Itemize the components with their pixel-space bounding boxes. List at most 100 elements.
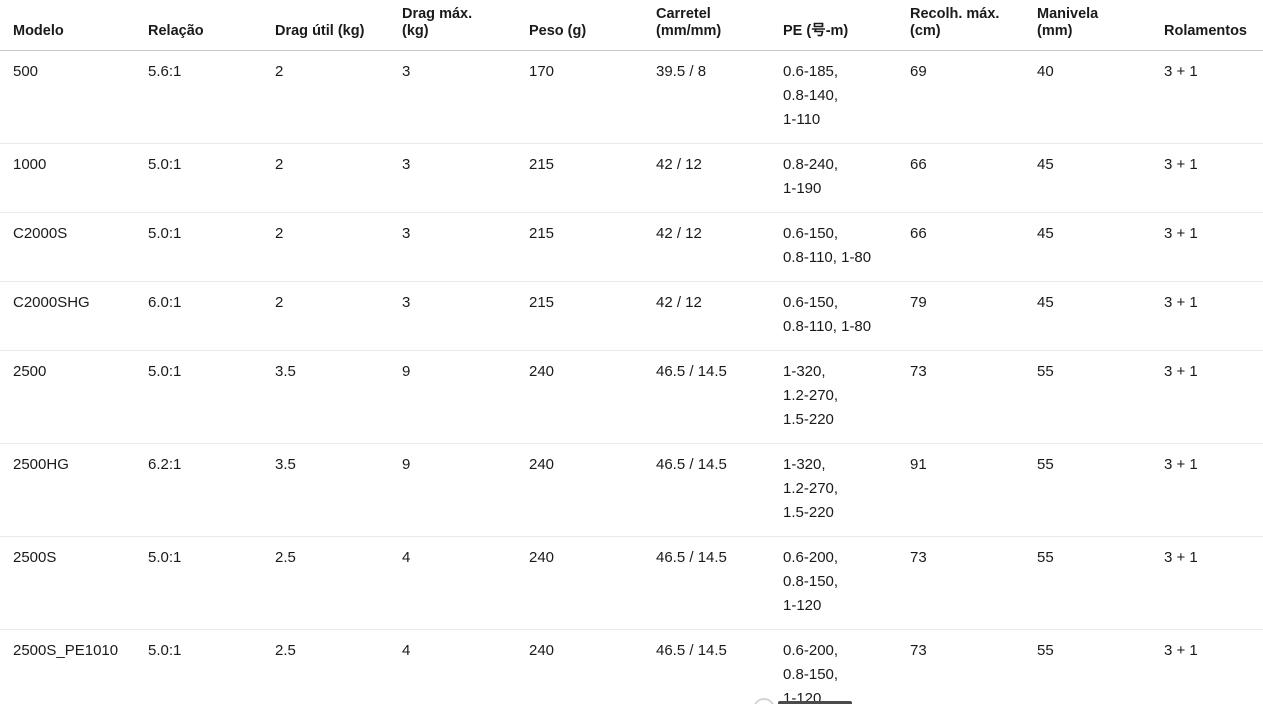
cell-manivela: 55 [1037,363,1054,380]
column-header-line: Peso (g) [529,23,587,39]
cell-rolamentos: 3 + 1 [1164,294,1198,311]
table-row: C2000SHG 6.0:1 2 3 215 42 / 12 0.6-150, 0.8-110… [0,282,1263,351]
cell-carretel: 46.5 / 14.5 [656,642,727,659]
pe-capacity-line: 0.8-150, [783,573,839,590]
pe-capacity-line: 1.2-270, [783,480,839,497]
cell-manivela: 55 [1037,642,1054,659]
column-header-pe: PE (号-m) [770,0,897,51]
cell-manivela: 40 [1037,63,1054,80]
column-header-drag_util: Drag útil (kg) [262,0,389,51]
cell-relacao: 5.0:1 [148,225,182,242]
cell-relacao: 5.0:1 [148,156,182,173]
column-header-line: (cm) [910,23,941,39]
column-header-recolh: Recolh. máx. (cm) [897,0,1024,51]
table-row: C2000S 5.0:1 2 3 215 42 / 12 0.6-150, 0.8-110, … [0,213,1263,282]
cell-relacao: 5.0:1 [148,549,182,566]
column-header-drag_max: Drag máx. (kg) [389,0,516,51]
cell-drag_max: 3 [402,156,411,173]
cell-relacao: 5.0:1 [148,642,182,659]
cell-modelo: 2500S_PE1010 [13,642,119,659]
cell-modelo: 1000 [13,156,47,173]
pe-capacity-line: 0.6-200, [783,642,839,659]
cell-pe: 0.6-150, 0.8-110, 1-80 [770,282,897,351]
cell-drag_util: 2.5 [275,642,296,659]
pe-capacity-line: 1-320, [783,456,826,473]
pe-capacity-line: 1-120 [783,690,822,704]
cell-relacao: 6.0:1 [148,294,182,311]
cell-carretel: 46.5 / 14.5 [656,549,727,566]
pe-capacity-line: 0.6-185, [783,63,839,80]
cell-recolh: 69 [910,63,927,80]
pe-capacity-line: 1.2-270, [783,387,839,404]
column-header-line: Drag útil (kg) [275,23,365,39]
cell-drag_max: 4 [402,549,411,566]
cell-drag_max: 3 [402,63,411,80]
column-header-line: (kg) [402,23,429,39]
column-header-line: Modelo [13,23,64,39]
pe-capacity-line: 0.8-110, 1-80 [783,249,872,266]
cell-peso: 240 [529,363,555,380]
column-header-peso: Peso (g) [516,0,643,51]
cell-pe: 0.6-185, 0.8-140, 1-110 [770,51,897,144]
pe-capacity-line: 0.6-150, [783,294,839,311]
cell-recolh: 79 [910,294,927,311]
column-header-line: (mm/mm) [656,23,722,39]
pe-capacity-line: 1-120 [783,597,822,614]
table-row: 2500 5.0:1 3.5 9 240 46.5 / 14.5 1-320, 1.2-270… [0,351,1263,444]
column-header-carretel: Carretel (mm/mm) [643,0,770,51]
bottom-cutoff-dark-bar-artifact [778,701,852,704]
pe-capacity-line: 0.8-150, [783,666,839,683]
column-header-line: Recolh. máx. [910,6,1000,22]
cell-manivela: 45 [1037,156,1054,173]
cell-modelo: 2500S [13,549,57,566]
cell-drag_util: 2 [275,156,284,173]
cell-rolamentos: 3 + 1 [1164,456,1198,473]
cell-rolamentos: 3 + 1 [1164,642,1198,659]
spec-table-body: 500 5.6:1 2 3 170 39.5 / 8 0.6-185, 0.8-140, 1-1… [0,51,1263,704]
cell-relacao: 5.6:1 [148,63,182,80]
column-header-line: Relação [148,23,204,39]
cell-modelo: 500 [13,63,39,80]
pe-capacity-line: 1-190 [783,180,822,197]
cell-pe: 0.6-200, 0.8-150, 1-120 [770,537,897,630]
pe-capacity-line: 0.8-240, [783,156,839,173]
column-header-line: Rolamentos [1164,23,1247,39]
cell-peso: 215 [529,225,555,242]
cell-rolamentos: 3 + 1 [1164,549,1198,566]
cell-drag_max: 4 [402,642,411,659]
cell-manivela: 45 [1037,294,1054,311]
pe-capacity-line: 0.6-200, [783,549,839,566]
cell-peso: 240 [529,642,555,659]
table-row: 2500S 5.0:1 2.5 4 240 46.5 / 14.5 0.6-200, 0.8-… [0,537,1263,630]
column-header-line: (mm) [1037,23,1073,39]
cell-peso: 170 [529,63,555,80]
cell-modelo: 2500HG [13,456,69,473]
pe-capacity-line: 0.6-150, [783,225,839,242]
spec-table-header: Modelo Relação Drag útil (kg) Drag máx. (kg)… [0,0,1263,51]
cell-relacao: 5.0:1 [148,363,182,380]
cell-drag_util: 2 [275,225,284,242]
cell-carretel: 42 / 12 [656,225,702,242]
cell-drag_util: 2 [275,294,284,311]
pe-capacity-line: 1-320, [783,363,826,380]
cell-manivela: 55 [1037,456,1054,473]
cell-carretel: 46.5 / 14.5 [656,363,727,380]
cell-drag_max: 3 [402,294,411,311]
cell-carretel: 42 / 12 [656,156,702,173]
cell-recolh: 66 [910,225,927,242]
column-header-modelo: Modelo [0,0,135,51]
cell-rolamentos: 3 + 1 [1164,363,1198,380]
pe-capacity-line: 0.8-110, 1-80 [783,318,872,335]
pe-capacity-line: 1.5-220 [783,504,834,521]
cell-recolh: 91 [910,456,927,473]
cell-recolh: 73 [910,363,927,380]
cell-recolh: 73 [910,549,927,566]
cell-drag_util: 3.5 [275,363,296,380]
cell-peso: 240 [529,456,555,473]
cell-peso: 215 [529,156,555,173]
column-header-line: Carretel [656,6,711,22]
column-header-line: PE (号-m) [783,23,849,39]
cell-pe: 0.6-150, 0.8-110, 1-80 [770,213,897,282]
cell-drag_max: 9 [402,363,411,380]
column-header-rolamentos: Rolamentos [1151,0,1263,51]
